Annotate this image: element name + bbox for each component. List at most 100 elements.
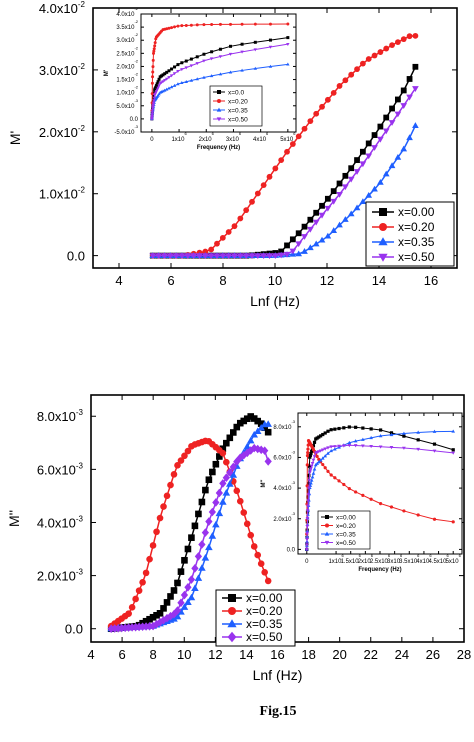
data-point	[237, 215, 244, 222]
data-point	[142, 569, 150, 577]
data-point	[412, 122, 419, 128]
data-point	[319, 434, 323, 438]
legend-label: x=0.20	[228, 99, 248, 106]
legend-marker	[227, 619, 237, 628]
data-point	[324, 96, 331, 103]
data-point	[156, 80, 160, 84]
y-tick-label: 4.0x10-3	[273, 480, 295, 492]
data-point	[264, 577, 272, 585]
data-point	[432, 442, 437, 446]
data-point	[195, 510, 202, 518]
data-point	[416, 438, 420, 442]
data-point	[151, 101, 156, 105]
data-point	[169, 85, 174, 89]
series-line	[152, 88, 417, 257]
inset-m-prime-vs-frequency: 0 1x106 2x106 3x106 4x106 5x106 -5.0x10-30.0 5.…	[104, 6, 297, 151]
data-point	[333, 427, 337, 431]
series-x-0-50	[107, 443, 272, 634]
data-point	[312, 440, 317, 444]
data-point	[412, 63, 419, 70]
data-point	[177, 568, 185, 575]
data-point	[304, 548, 309, 552]
x-tick-label: 2x106	[199, 131, 215, 143]
data-point	[150, 116, 154, 120]
legend-label: x=0.35	[398, 235, 435, 249]
data-point	[219, 445, 227, 453]
data-point	[250, 443, 258, 453]
y-axis-title: M'	[7, 131, 23, 145]
data-point	[371, 185, 378, 192]
data-point	[156, 609, 164, 617]
data-point	[336, 180, 343, 187]
data-point	[190, 253, 197, 260]
data-point	[379, 502, 383, 506]
data-point	[323, 466, 327, 470]
data-point	[361, 444, 365, 448]
legend-marker	[217, 90, 221, 94]
data-point	[388, 120, 396, 126]
data-point	[379, 428, 383, 432]
data-point	[286, 62, 290, 66]
legend: x=0.0 x=0.20 x=0.35 x=0.50	[209, 85, 263, 127]
data-point	[139, 578, 146, 586]
data-point	[248, 253, 256, 260]
data-point	[313, 110, 320, 117]
data-point	[268, 22, 272, 26]
y-tick-label: 0.0	[65, 622, 83, 637]
data-point	[347, 444, 352, 448]
data-point	[153, 611, 160, 619]
data-point	[369, 427, 373, 431]
data-point	[128, 623, 136, 632]
legend-label: x=0.00	[246, 591, 283, 605]
data-point	[313, 209, 320, 216]
data-point	[318, 458, 323, 462]
legend-marker	[378, 253, 388, 262]
data-point	[264, 420, 272, 427]
data-point	[305, 517, 310, 521]
data-point	[383, 45, 390, 52]
data-point	[257, 420, 265, 427]
data-point	[332, 445, 337, 449]
legend-marker	[216, 107, 222, 112]
data-point	[312, 467, 317, 471]
data-point	[330, 188, 337, 195]
data-point	[225, 229, 232, 235]
data-point	[243, 415, 251, 423]
data-point	[128, 604, 136, 611]
data-point	[254, 253, 262, 260]
data-point	[307, 244, 314, 251]
data-point	[180, 81, 184, 85]
data-point	[243, 442, 252, 450]
data-point	[180, 61, 184, 65]
data-point	[307, 216, 314, 223]
data-point	[342, 77, 349, 84]
data-point	[432, 429, 437, 433]
data-point	[142, 617, 150, 625]
data-point	[219, 479, 227, 488]
data-point	[209, 57, 214, 61]
data-point	[324, 195, 331, 202]
data-point	[342, 172, 349, 179]
data-point	[231, 223, 238, 230]
data-point	[284, 148, 290, 155]
y-tick-label: 1.0x10-2	[116, 85, 138, 97]
legend-label: x=0.50	[336, 540, 356, 547]
data-point	[451, 520, 455, 524]
data-point	[166, 253, 174, 260]
x-tick-label: 14	[372, 273, 386, 288]
x-tick-label: 4.5x106	[428, 553, 449, 565]
data-point	[336, 191, 343, 198]
data-point	[216, 453, 223, 460]
data-point	[402, 434, 406, 438]
data-point	[184, 23, 188, 27]
y-axis-title: M''	[261, 479, 267, 487]
data-point	[321, 462, 325, 467]
data-point	[229, 429, 237, 436]
data-point	[326, 469, 330, 473]
data-point	[170, 67, 174, 71]
x-axis-title: Frequency (Hz)	[358, 567, 401, 573]
data-point	[253, 48, 258, 52]
data-point	[229, 471, 238, 478]
data-point	[317, 435, 321, 439]
